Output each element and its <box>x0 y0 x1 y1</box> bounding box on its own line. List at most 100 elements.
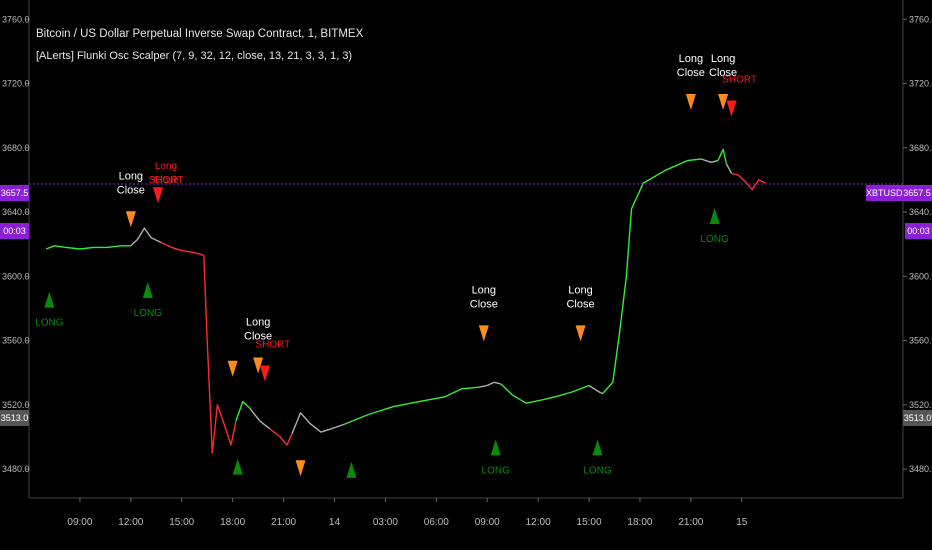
y-tick-label: 3640.0 <box>2 207 30 217</box>
long-signal-label: LONG <box>482 465 511 476</box>
y-tick-label: 3560.0 <box>2 336 30 346</box>
x-tick-label: 15 <box>736 517 748 528</box>
right-low-badge-label: 3513.0 <box>903 413 932 423</box>
short-signal-arrow <box>726 100 737 117</box>
long-signal-arrow <box>232 458 243 475</box>
y-tick-label: 3640.0 <box>909 207 932 217</box>
y-axis[interactable]: 3760.0 3760.0 3720.0 3720.0 3680.0 3680.0 3640… <box>2 14 932 474</box>
y-tick-label: 3600.0 <box>909 271 932 281</box>
x-tick-label: 09:00 <box>67 517 92 528</box>
close-signal-arrow <box>227 360 238 377</box>
close-signal-label: Close <box>566 298 594 310</box>
x-tick-label: 14 <box>329 517 341 528</box>
long-signal-label: LONG <box>583 465 612 476</box>
close-signal-label: Close <box>709 67 737 79</box>
price-segment-up <box>602 158 702 395</box>
y-tick-label: 3680.0 <box>2 143 30 153</box>
low-badge: 3513.0 <box>0 410 29 426</box>
long-signal-arrow <box>346 461 357 478</box>
x-tick-label: 18:00 <box>627 517 652 528</box>
close-signal-label: Long <box>679 53 703 65</box>
close-signal-arrow <box>718 94 729 111</box>
y-tick-label: 3760.0 <box>909 14 932 24</box>
indicator-label: [ALerts] Flunki Osc Scalper (7, 9, 32, 1… <box>36 50 353 62</box>
y-tick-label: 3760.0 <box>2 14 30 24</box>
y-tick-label: 3720.0 <box>909 79 932 89</box>
close-signal-label: Long <box>472 284 496 296</box>
right-low-badge: 3513.0 <box>903 410 932 426</box>
right-symbol-badge: XBTUSD 3657.5 <box>866 185 932 201</box>
close-signal-label: Close <box>470 298 498 310</box>
short-signal-label: SHORT <box>722 74 757 85</box>
right-timer-badge: 00:03 <box>905 223 932 239</box>
long-signal-arrow <box>44 291 55 308</box>
price-segment-up <box>717 148 728 165</box>
left-price-label: 3657.5 <box>0 188 29 198</box>
y-tick-label: 3480.0 <box>2 464 30 474</box>
price-segment-neutral <box>700 158 719 164</box>
price-segment-up <box>500 383 590 404</box>
close-signal-label: Close <box>117 184 145 196</box>
left-price-badge: 3657.5 <box>0 185 29 201</box>
short-signal-arrow <box>259 365 270 382</box>
long-signal-arrow <box>592 439 603 456</box>
y-tick-label: 3480.0 <box>909 464 932 474</box>
y-tick-label: 3720.0 <box>2 79 30 89</box>
price-segment-neutral <box>478 381 501 388</box>
long-signal-arrow <box>709 208 720 225</box>
x-tick-label: 09:00 <box>475 517 500 528</box>
low-badge-label: 3513.0 <box>0 413 29 423</box>
long-signal-label: LONG <box>134 308 163 319</box>
x-tick-label: 12:00 <box>526 517 551 528</box>
x-tick-label: 15:00 <box>169 517 194 528</box>
long-signal-arrow <box>142 281 153 298</box>
close-signal-arrow <box>685 94 696 111</box>
close-signal-arrow <box>478 325 489 342</box>
x-tick-label: 03:00 <box>373 517 398 528</box>
y-tick-label: 3560.0 <box>909 336 932 346</box>
short-signal-label: SHORT <box>149 175 184 186</box>
x-tick-label: 12:00 <box>118 517 143 528</box>
right-timer-label: 00:03 <box>907 226 930 236</box>
x-tick-label: 21:00 <box>678 517 703 528</box>
close-signal-label: Long <box>568 284 592 296</box>
close-signal-label: Long <box>711 53 735 65</box>
price-segment-neutral <box>130 227 162 247</box>
short-signal-arrow <box>152 187 163 204</box>
short-signal-label: Close <box>153 175 179 186</box>
close-signal-arrow <box>125 211 136 228</box>
x-tick-label: 15:00 <box>577 517 602 528</box>
y-tick-label: 3520.0 <box>2 400 30 410</box>
left-timer-label: 00:03 <box>3 226 26 236</box>
x-tick-label: 18:00 <box>220 517 245 528</box>
close-signal-label: Close <box>677 67 705 79</box>
x-tick-label: 21:00 <box>271 517 296 528</box>
price-segment-up <box>235 400 251 422</box>
price-segment-up <box>45 245 131 250</box>
price-segment-down <box>731 172 766 191</box>
close-signal-arrow <box>575 325 586 342</box>
short-signal-label: SHORT <box>255 340 290 351</box>
long-signal-arrow <box>490 439 501 456</box>
price-segment-down <box>161 241 237 454</box>
close-signal-arrow <box>253 357 264 374</box>
y-tick-label: 3600.0 <box>2 271 30 281</box>
y-tick-label: 3520.0 <box>909 400 932 410</box>
long-signal-label: LONG <box>35 318 64 329</box>
price-series <box>45 148 766 454</box>
x-tick-label: 06:00 <box>424 517 449 528</box>
left-timer-badge: 00:03 <box>0 223 29 239</box>
price-segment-neutral <box>725 163 733 174</box>
close-signal-arrow <box>295 460 306 477</box>
right-symbol-label: XBTUSD <box>866 188 903 198</box>
price-segment-neutral <box>588 384 603 395</box>
price-segment-neutral <box>291 412 345 434</box>
close-signal-label: Close <box>244 330 272 342</box>
close-signal-label: Long <box>119 170 143 182</box>
price-segment-down <box>269 428 293 446</box>
signal-annotations: LONGLongCloseLONGLongCloseSHORTLongClose… <box>35 53 757 478</box>
price-segment-neutral <box>249 407 271 430</box>
x-axis[interactable]: 09:00 12:00 15:00 18:00 21:00 14 03:00 06:00 09:… <box>67 498 748 528</box>
